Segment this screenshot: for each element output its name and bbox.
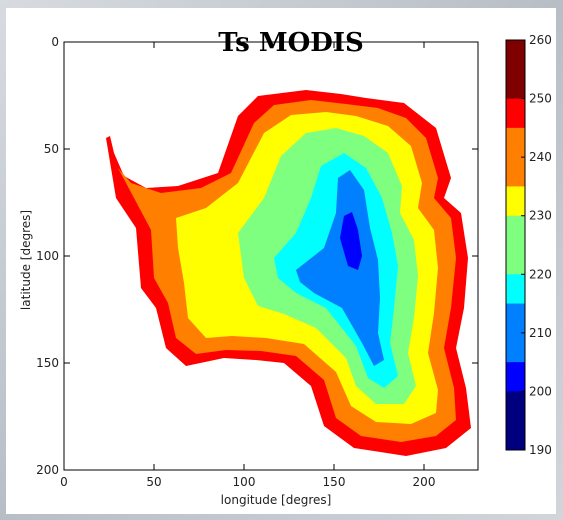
y-tick-label: 100: [36, 249, 59, 263]
colorbar-tick-label: 240: [529, 150, 552, 164]
colorbar-tick-label: 210: [529, 326, 552, 340]
colorbar-segment: [506, 391, 525, 422]
y-tick-label: 200: [36, 463, 59, 477]
colorbar-segment: [506, 186, 525, 217]
colorbar-segment: [506, 215, 525, 246]
y-axis-label: latitude [degres]: [19, 209, 33, 311]
colorbar-tick-label: 260: [529, 33, 552, 47]
colorbar-frame: [505, 39, 526, 451]
y-tick-label: 150: [36, 356, 59, 370]
x-tick-label: 200: [413, 475, 436, 489]
colorbar-segment: [506, 303, 525, 334]
heatmap-region-dome: [340, 212, 362, 270]
colorbar-segment: [506, 420, 525, 451]
colorbar-tick-label: 230: [529, 209, 552, 223]
colorbar-segment: [506, 157, 525, 187]
colorbar-segment: [506, 332, 525, 363]
y-tick-label: 0: [51, 35, 59, 49]
colorbar-segment: [506, 69, 525, 100]
chart-title: Ts MODIS: [218, 28, 364, 58]
colorbar-segment: [506, 127, 525, 158]
colorbar-segment: [506, 40, 525, 70]
y-tick-label: 50: [44, 142, 59, 156]
colorbar-segment: [506, 274, 525, 305]
chart-panel: 0 50 100 150 200 0 50 100 150 200 190 200 210 220 230…: [6, 8, 556, 514]
colorbar: 190 200 210 220 230 240 250 260: [505, 33, 552, 457]
x-tick-label: 150: [323, 475, 346, 489]
x-tick-label: 0: [60, 475, 68, 489]
x-axis-label: longitude [degres]: [220, 493, 332, 507]
colorbar-tick-label: 190: [529, 443, 552, 457]
colorbar-tick-label: 250: [529, 92, 552, 106]
x-tick-label: 100: [233, 475, 256, 489]
colorbar-segment: [506, 98, 525, 129]
colorbar-segment: [506, 245, 525, 275]
colorbar-tick-label: 200: [529, 384, 552, 398]
colorbar-segment: [506, 362, 525, 392]
heatmap-layer: [106, 90, 471, 456]
colorbar-tick-label: 220: [529, 267, 552, 281]
x-tick-label: 50: [146, 475, 161, 489]
heatmap-region-interior: [296, 170, 384, 366]
